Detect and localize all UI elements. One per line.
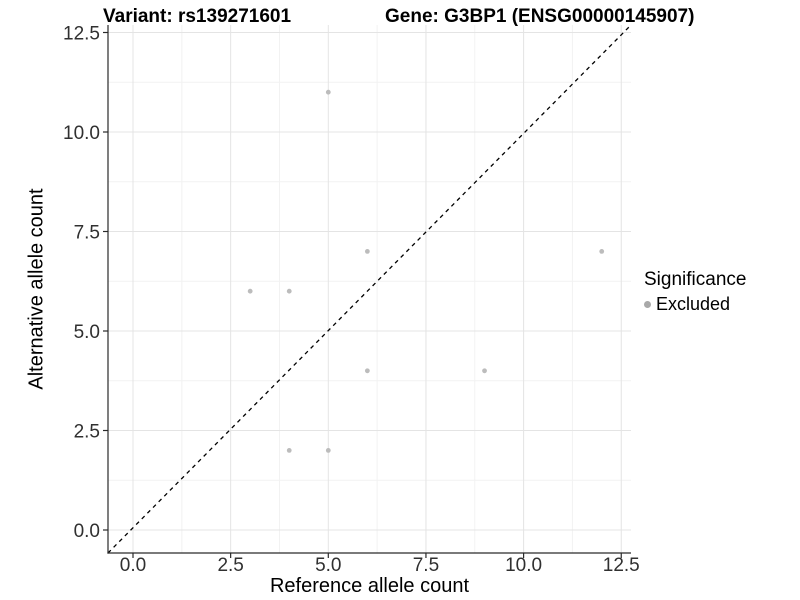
plot-title-variant: Variant: rs139271601: [103, 6, 292, 27]
x-tick-label: 7.5: [413, 555, 439, 576]
x-axis-title: Reference allele count: [269, 575, 469, 597]
legend-point-icon: [644, 301, 651, 308]
data-point: [286, 448, 292, 453]
data-point: [364, 368, 370, 374]
x-tick-label: 2.5: [217, 555, 243, 576]
legend-item-label: Excluded: [656, 294, 731, 314]
x-tick-label: 0.0: [120, 555, 146, 576]
data-point: [247, 288, 253, 294]
identity-line: [107, 24, 632, 554]
x-tick-label: 5.0: [315, 555, 341, 576]
data-point: [286, 288, 292, 294]
plot-title-gene: Gene: G3BP1 (ENSG00000145907): [385, 6, 695, 27]
legend: Significance Excluded: [644, 269, 746, 315]
y-tick-label: 12.5: [63, 24, 100, 45]
data-point: [325, 89, 331, 95]
y-tick-label: 7.5: [74, 223, 100, 244]
y-tick-label: 2.5: [74, 422, 100, 443]
data-point: [482, 368, 487, 374]
x-tick-label: 12.5: [603, 555, 640, 576]
y-tick-label: 10.0: [63, 123, 100, 144]
legend-title: Significance: [644, 269, 747, 290]
y-tick-label: 5.0: [74, 322, 100, 343]
x-tick-label: 10.0: [505, 555, 542, 576]
data-point: [364, 249, 370, 254]
y-tick-label: 0.0: [74, 521, 100, 542]
data-point: [325, 448, 331, 453]
data-point: [599, 249, 605, 254]
legend-item-excluded: Excluded: [644, 294, 746, 315]
